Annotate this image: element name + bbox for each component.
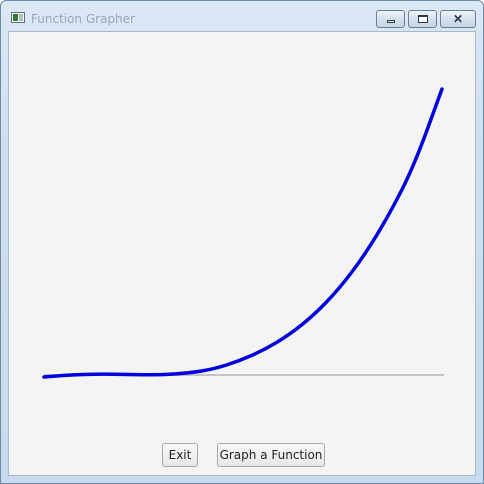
title-bar[interactable]: Function Grapher ✕ [1,1,483,31]
close-icon: ✕ [452,12,464,26]
minimize-button[interactable] [376,10,405,28]
graph-canvas-area: Exit Graph a Function [8,31,476,476]
app-icon [11,12,25,23]
close-button[interactable]: ✕ [440,10,476,28]
minimize-icon [387,20,395,23]
function-curve [42,87,444,379]
exit-button[interactable]: Exit [162,443,198,467]
graph-function-button[interactable]: Graph a Function [217,443,325,467]
window-title: Function Grapher [31,12,135,26]
graph-canvas [42,87,444,379]
maximize-icon [418,15,428,23]
maximize-button[interactable] [408,10,437,28]
